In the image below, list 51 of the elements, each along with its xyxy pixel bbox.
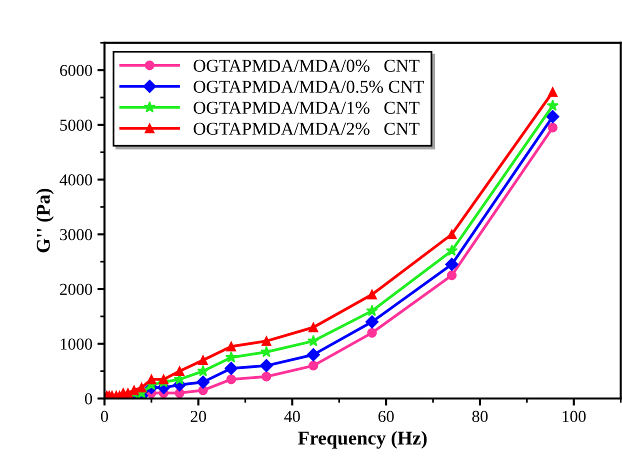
y-tick-label: 1000 [60, 338, 92, 350]
legend-label: OGTAPMDA/MDA/0% CNT [194, 60, 420, 72]
point [226, 374, 236, 384]
point [307, 334, 320, 346]
legend-label: OGTAPMDA/MDA/2% CNT [194, 122, 420, 135]
point [197, 364, 210, 376]
point [365, 315, 379, 328]
point [262, 372, 272, 382]
x-tick-label: 100 [562, 410, 586, 422]
point [546, 110, 560, 124]
point [367, 328, 377, 338]
y-tick-label: 3000 [60, 229, 92, 240]
legend-label: OGTAPMDA/MDA/1% CNT [194, 102, 420, 114]
y-tick-label: 6000 [60, 64, 92, 76]
point [136, 382, 146, 392]
x-tick-label: 0 [100, 410, 108, 422]
point [366, 304, 378, 316]
point [262, 336, 272, 346]
point [129, 385, 139, 396]
point [446, 229, 457, 240]
point [308, 360, 318, 371]
y-axis-title: G'' (Pa) [36, 188, 54, 252]
y-tick-label: 5000 [60, 120, 92, 131]
point [225, 351, 238, 363]
point [548, 87, 558, 97]
y-tick-label: 4000 [60, 174, 92, 186]
point [445, 258, 458, 272]
x-tick-label: 40 [284, 410, 300, 422]
y-tick-label: 2000 [60, 284, 92, 295]
point [260, 359, 273, 372]
point [226, 342, 236, 352]
point [146, 374, 156, 384]
x-tick-label: 60 [378, 410, 394, 422]
y-tick-label: 0 [84, 393, 92, 404]
point [158, 374, 168, 384]
point [198, 355, 208, 366]
point [367, 290, 377, 300]
point [308, 322, 318, 332]
point [306, 348, 320, 362]
point [196, 376, 210, 389]
point [260, 346, 272, 358]
point [224, 362, 238, 375]
point [546, 99, 559, 111]
x-tick-label: 20 [190, 410, 206, 422]
x-axis-title: Frequency (Hz) [298, 430, 427, 449]
point [548, 122, 558, 132]
legend-label: OGTAPMDA/MDA/0.5% CNT [194, 80, 424, 93]
point [446, 270, 457, 280]
x-tick-label: 80 [472, 410, 488, 422]
point [446, 244, 458, 256]
point [174, 366, 184, 376]
